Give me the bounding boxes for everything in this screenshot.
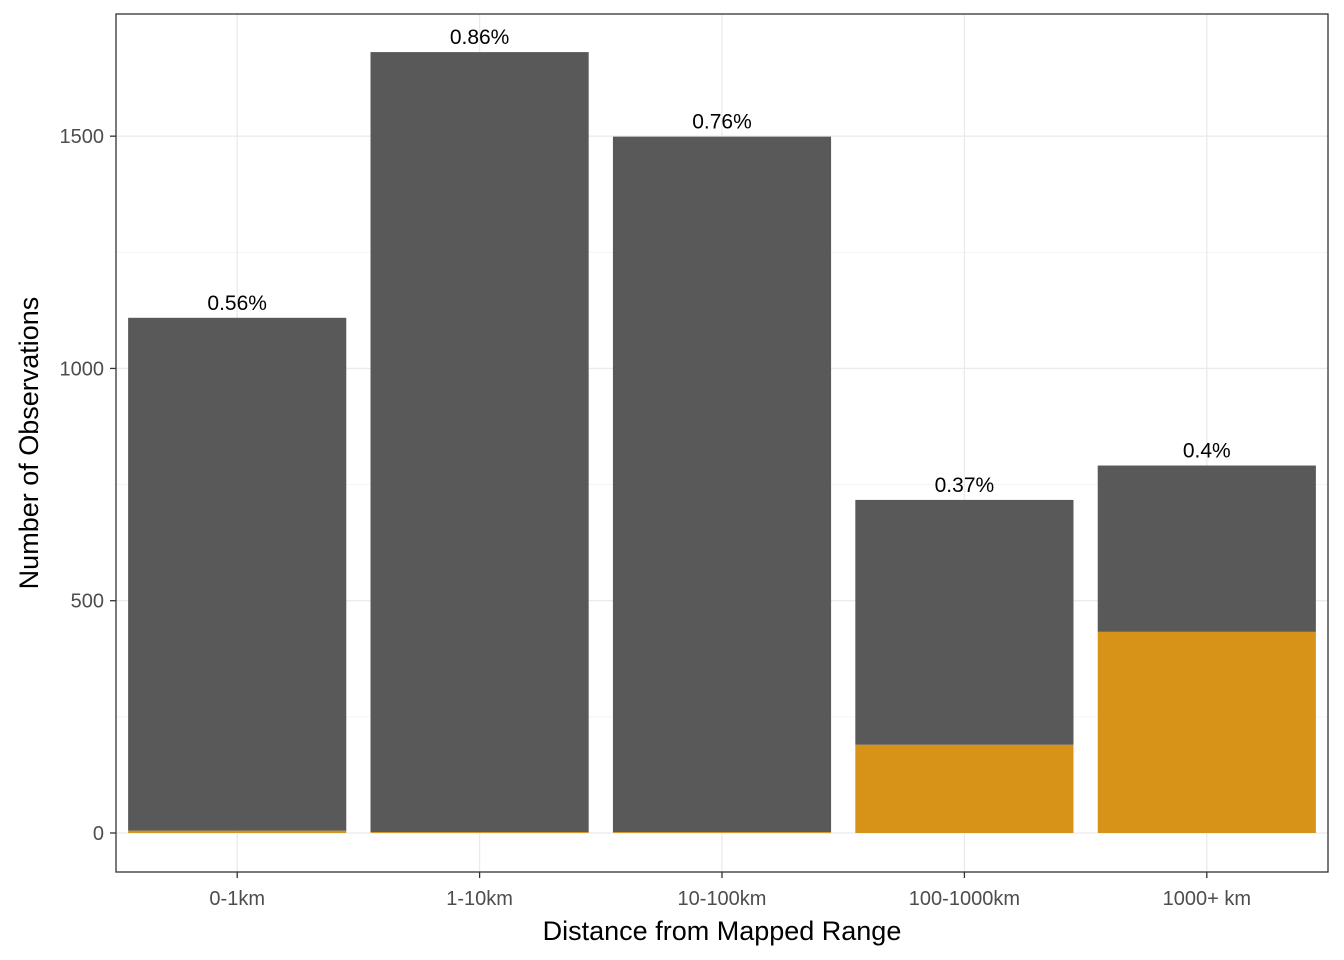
- y-tick-label: 500: [71, 591, 104, 613]
- axis-ticks: 0 500 1000 1500 0-1km 1-10km 10-100km 100-1000k…: [60, 126, 1251, 910]
- y-tick-label: 0: [93, 823, 104, 845]
- bar-data-label: 0.37%: [935, 474, 995, 497]
- x-tick-label: 0-1km: [209, 888, 265, 910]
- bar-segment: [370, 52, 589, 833]
- x-axis-title: Distance from Mapped Range: [543, 916, 902, 946]
- bar-data-label: 0.76%: [692, 111, 752, 134]
- bar-data-label: 0.86%: [450, 26, 510, 49]
- bar-segment: [612, 136, 832, 833]
- y-tick-label: 1500: [60, 126, 105, 148]
- bar-data-label: 0.56%: [207, 292, 267, 315]
- bar-data-label: 0.4%: [1183, 440, 1231, 463]
- bar-segment: [855, 744, 1074, 833]
- bar-segment: [370, 832, 589, 833]
- x-tick-label: 100-1000km: [909, 888, 1020, 910]
- bar-segment: [128, 830, 347, 833]
- bar-segment: [612, 832, 832, 833]
- bar-segment: [1097, 631, 1316, 833]
- bar-segment: [1097, 465, 1316, 632]
- y-tick-label: 1000: [60, 358, 105, 380]
- x-tick-label: 1000+ km: [1163, 888, 1251, 910]
- bar-segment: [128, 317, 347, 831]
- bars: [128, 52, 1316, 833]
- data-labels: 0.56% 0.86% 0.76% 0.37% 0.4%: [207, 26, 1230, 497]
- x-tick-label: 1-10km: [446, 888, 513, 910]
- bar-segment: [855, 499, 1074, 745]
- x-tick-label: 10-100km: [678, 888, 767, 910]
- y-axis-title: Number of Observations: [14, 297, 44, 590]
